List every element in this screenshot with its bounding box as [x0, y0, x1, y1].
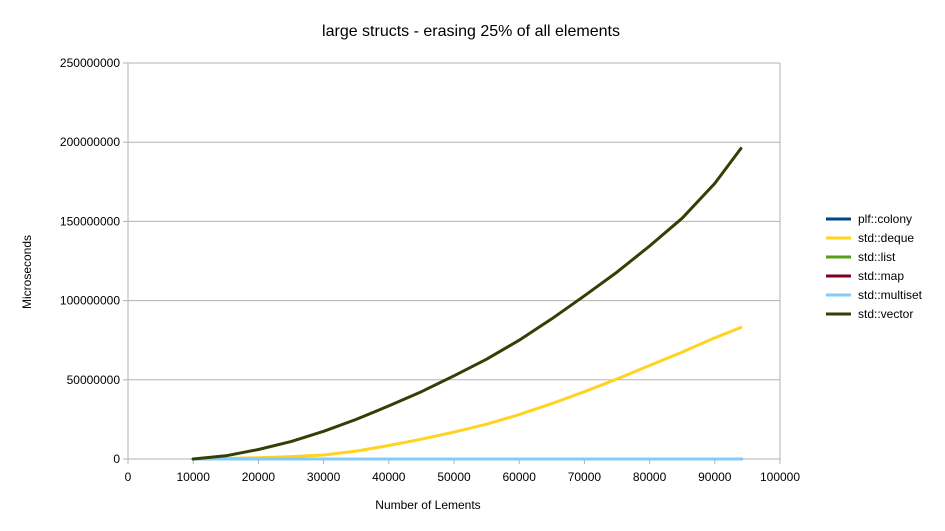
legend-label-std-list: std::list	[858, 250, 896, 264]
series-line-std-vector	[191, 147, 743, 461]
legend: plf::colonystd::dequestd::liststd::mapst…	[826, 212, 923, 321]
y-axis-label: Microseconds	[20, 235, 34, 309]
y-tick-label: 0	[113, 452, 120, 466]
x-tick-label: 80000	[633, 470, 667, 484]
x-tick-label: 0	[125, 470, 132, 484]
x-tick-label: 10000	[177, 470, 211, 484]
x-tick-label: 20000	[242, 470, 276, 484]
legend-label-std-map: std::map	[858, 269, 904, 283]
x-tick-label: 40000	[372, 470, 406, 484]
y-tick-label: 50000000	[67, 373, 121, 387]
x-tick-label: 70000	[568, 470, 602, 484]
x-tick-label: 100000	[760, 470, 800, 484]
series-line-std-deque	[191, 326, 743, 461]
x-tick-label: 30000	[307, 470, 341, 484]
chart-title: large structs - erasing 25% of all eleme…	[322, 23, 620, 40]
x-tick-label: 90000	[698, 470, 732, 484]
legend-label-std-vector: std::vector	[858, 307, 913, 321]
y-tick-label: 100000000	[60, 294, 120, 308]
legend-label-std-deque: std::deque	[858, 231, 914, 245]
legend-label-std-multiset: std::multiset	[858, 288, 923, 302]
y-tick-label: 250000000	[60, 56, 120, 70]
series-lines	[191, 147, 743, 461]
x-tick-label: 60000	[503, 470, 537, 484]
x-tick-label: 50000	[437, 470, 471, 484]
legend-label-plf-colony: plf::colony	[858, 212, 912, 226]
y-tick-label: 200000000	[60, 135, 120, 149]
grid	[128, 62, 780, 460]
y-tick-label: 150000000	[60, 214, 120, 228]
axes: 0 50000000 100000000 150000000 200000000 2500…	[60, 56, 800, 484]
x-axis-label: Number of Lements	[375, 498, 480, 512]
